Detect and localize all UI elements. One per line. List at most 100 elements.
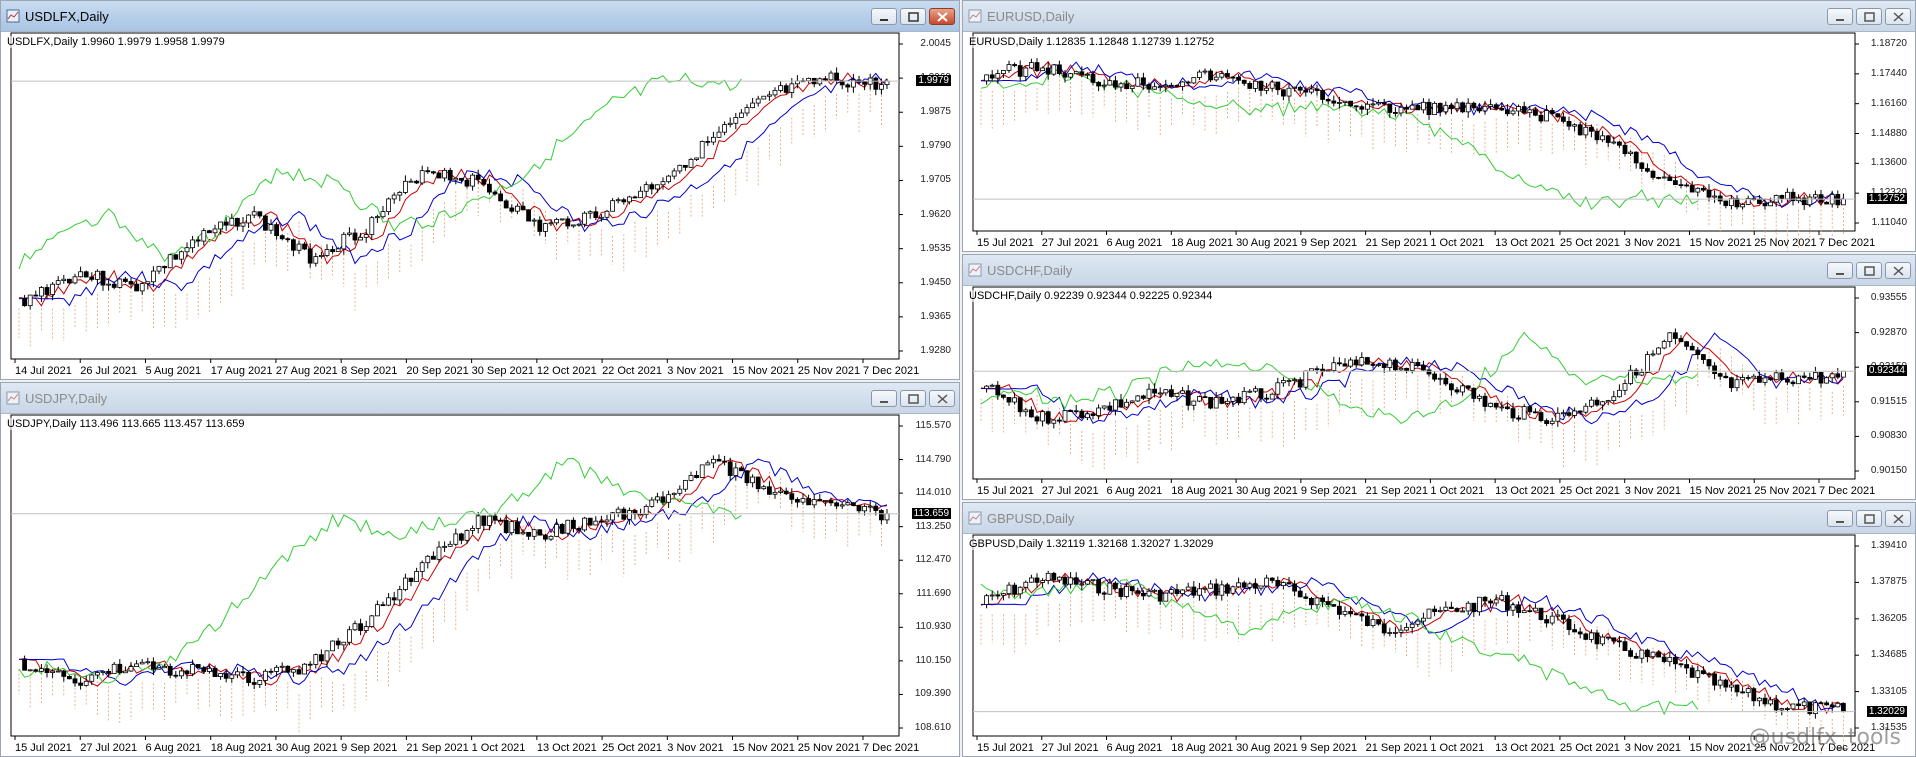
candle-body xyxy=(296,669,302,675)
candle-body xyxy=(834,502,839,507)
candle-body xyxy=(425,555,431,564)
candle-body xyxy=(1101,592,1107,595)
candle-body xyxy=(733,117,739,124)
maximize-button[interactable] xyxy=(1856,8,1882,25)
candle-body xyxy=(1381,102,1387,105)
chart-window-usdjpy[interactable]: USDJPY,Daily USDJPY,Daily 113.496 113.66… xyxy=(0,382,960,757)
price-chart[interactable]: USDJPY,Daily 113.496 113.665 113.457 113… xyxy=(1,414,959,756)
candle-body xyxy=(1230,76,1236,79)
minimize-button[interactable] xyxy=(871,8,897,25)
candle-body xyxy=(1656,177,1661,179)
minimize-button[interactable] xyxy=(1827,510,1853,527)
candle-body xyxy=(1124,401,1130,408)
candle-body xyxy=(543,223,548,232)
chart-plot[interactable] xyxy=(963,32,1915,251)
candle-body xyxy=(1477,596,1482,613)
candle-body xyxy=(1325,601,1331,605)
chart-plot[interactable] xyxy=(963,534,1915,756)
window-title: USDLFX,Daily xyxy=(25,9,109,24)
maximize-button[interactable] xyxy=(1856,262,1882,279)
chart-window-gbpusd[interactable]: GBPUSD,Daily GBPUSD,Daily 1.32119 1.3216… xyxy=(962,502,1916,757)
candle-body xyxy=(1101,84,1107,87)
price-chart[interactable]: USDCHF,Daily 0.92239 0.92344 0.92225 0.9… xyxy=(963,286,1915,499)
candle-body xyxy=(1493,402,1499,408)
candle-body xyxy=(1420,101,1426,111)
candle-body xyxy=(722,460,727,463)
window-titlebar[interactable]: USDCHF,Daily xyxy=(963,255,1915,286)
candle-body xyxy=(1191,77,1197,84)
candle-body xyxy=(1124,83,1130,90)
candle-body xyxy=(1734,379,1740,389)
candle-body xyxy=(285,238,291,241)
candle-body xyxy=(1561,116,1566,122)
time-axis-label: 15 Nov 2021 xyxy=(1689,237,1752,249)
candle-body xyxy=(1208,396,1214,409)
minimize-button[interactable] xyxy=(1827,262,1853,279)
window-titlebar[interactable]: EURUSD,Daily xyxy=(963,1,1915,32)
current-price-tag: 113.659 xyxy=(911,507,951,519)
chart-plot[interactable] xyxy=(1,32,959,379)
window-titlebar[interactable]: GBPUSD,Daily xyxy=(963,503,1915,534)
candle-body xyxy=(1017,65,1023,77)
minimize-button[interactable] xyxy=(1827,8,1853,25)
candle-body xyxy=(526,209,531,222)
candle-body xyxy=(1768,201,1773,207)
candle-body xyxy=(453,177,459,181)
chart-plot[interactable] xyxy=(1,414,959,756)
candle-body xyxy=(285,665,291,673)
ichimoku-cloud xyxy=(980,75,1844,251)
candle-body xyxy=(95,270,100,280)
candles xyxy=(984,328,1846,429)
chart-window-usdlfx[interactable]: USDLFX,Daily USDLFX,Daily 1.9960 1.9979 … xyxy=(0,0,960,380)
window-titlebar[interactable]: USDJPY,Daily xyxy=(1,383,959,414)
candle-body xyxy=(1813,371,1818,380)
candle-body xyxy=(1667,656,1673,663)
candle-body xyxy=(1460,102,1466,113)
price-chart[interactable]: USDLFX,Daily 1.9960 1.9979 1.9958 1.9979… xyxy=(1,32,959,379)
candle-body xyxy=(1779,195,1785,200)
candle-body xyxy=(1516,106,1521,112)
time-axis-label: 1 Oct 2021 xyxy=(1430,742,1485,754)
chart-window-eurusd[interactable]: EURUSD,Daily EURUSD,Daily 1.12835 1.1284… xyxy=(962,0,1916,252)
maximize-button[interactable] xyxy=(900,8,926,25)
close-button[interactable] xyxy=(929,8,955,25)
candle-body xyxy=(1079,71,1085,76)
candle-body xyxy=(1392,112,1398,114)
candle-body xyxy=(1292,86,1298,89)
candle-body xyxy=(369,217,375,235)
price-chart[interactable]: GBPUSD,Daily 1.32119 1.32168 1.32027 1.3… xyxy=(963,534,1915,756)
candle-body xyxy=(873,77,879,90)
candle-body xyxy=(1342,100,1348,103)
candle-body xyxy=(1045,411,1051,424)
close-button[interactable] xyxy=(1885,8,1911,25)
candle-body xyxy=(1605,636,1611,639)
candle-body xyxy=(666,494,671,503)
candle-body xyxy=(83,680,89,686)
close-button[interactable] xyxy=(929,390,955,407)
candle-body xyxy=(1762,203,1768,207)
candle-body xyxy=(582,212,587,225)
candle-body xyxy=(1729,198,1734,207)
candle-body xyxy=(750,102,755,109)
minimize-button[interactable] xyxy=(871,390,897,407)
candle-body xyxy=(761,95,767,100)
candle-body xyxy=(1762,377,1768,383)
candle-body xyxy=(1499,108,1505,111)
close-button[interactable] xyxy=(1885,262,1911,279)
candle-body xyxy=(1460,610,1466,613)
chart-plot[interactable] xyxy=(963,286,1915,499)
chart-window-usdchf[interactable]: USDCHF,Daily USDCHF,Daily 0.92239 0.9234… xyxy=(962,254,1916,500)
candle-body xyxy=(1790,703,1796,710)
maximize-button[interactable] xyxy=(900,390,926,407)
candle-body xyxy=(498,519,504,522)
candle-body xyxy=(1124,586,1130,597)
price-chart[interactable]: EURUSD,Daily 1.12835 1.12848 1.12739 1.1… xyxy=(963,32,1915,251)
maximize-button[interactable] xyxy=(1856,510,1882,527)
candle-body xyxy=(1818,194,1824,203)
window-titlebar[interactable]: USDLFX,Daily xyxy=(1,1,959,32)
candle-body xyxy=(845,502,851,506)
price-axis-label: 113.250 xyxy=(915,520,951,532)
close-button[interactable] xyxy=(1885,510,1911,527)
candle-body xyxy=(1645,168,1650,172)
candle-body xyxy=(1566,618,1572,630)
